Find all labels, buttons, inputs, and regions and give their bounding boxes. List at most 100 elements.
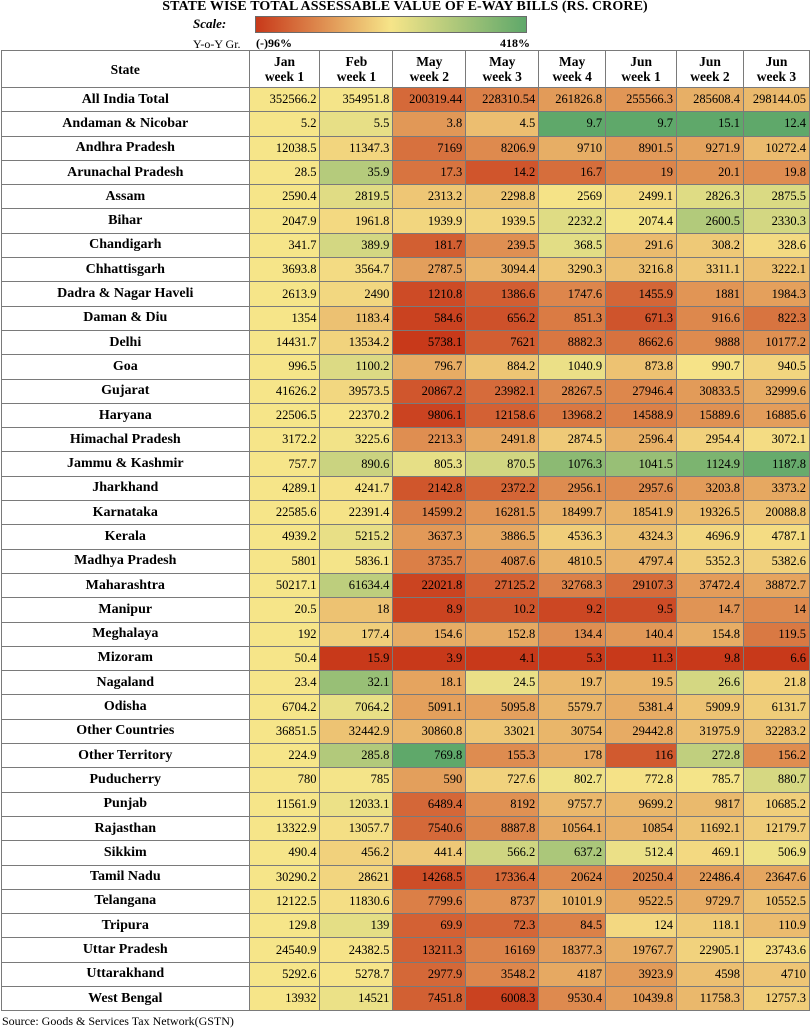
value-cell: 18499.7 xyxy=(538,500,607,526)
value-cell: 490.4 xyxy=(248,840,321,866)
table-row: Chandigarh 341.7 389.9 181.7 239.5 368.5 291.6… xyxy=(1,232,810,259)
column-header: Jun week 2 xyxy=(676,50,744,88)
value-cell: 2298.8 xyxy=(465,184,540,210)
value-cell: 4696.9 xyxy=(676,524,744,550)
table-row: Puducherry 780 785 590 727.6 802.7 772.8 785.7 8… xyxy=(1,767,810,793)
column-header-week: week 1 xyxy=(621,69,661,84)
value-cell: 2142.8 xyxy=(392,475,467,502)
value-cell: 8192 xyxy=(465,791,540,817)
value-cell: 5836.1 xyxy=(319,548,394,574)
value-cell: 3923.9 xyxy=(605,961,678,987)
value-cell: 13211.3 xyxy=(392,937,467,963)
value-cell: 13057.7 xyxy=(319,815,394,842)
value-cell: 9.5 xyxy=(605,597,678,623)
value-cell: 5292.6 xyxy=(248,961,321,987)
value-cell: 7169 xyxy=(392,135,467,161)
value-cell: 9530.4 xyxy=(538,985,607,1012)
value-cell: 19326.5 xyxy=(676,500,744,526)
value-cell: 1939.5 xyxy=(465,208,540,234)
state-name-cell: Telangana xyxy=(1,888,250,915)
state-name-cell: Tamil Nadu xyxy=(1,864,250,890)
value-cell: 1183.4 xyxy=(319,305,394,331)
value-cell: 8887.8 xyxy=(465,815,540,842)
value-cell: 2313.2 xyxy=(392,184,467,210)
value-cell: 22506.5 xyxy=(248,402,321,429)
value-cell: 996.5 xyxy=(248,354,321,380)
table-row: Manipur 20.5 18 8.9 10.2 9.2 9.5 14.7 14 xyxy=(1,597,810,623)
value-cell: 11830.6 xyxy=(319,888,394,915)
value-cell: 18377.3 xyxy=(538,937,607,963)
value-cell: 3564.7 xyxy=(319,257,394,283)
value-cell: 61634.4 xyxy=(319,572,394,599)
value-cell: 1210.8 xyxy=(392,281,467,307)
state-name-cell: Rajasthan xyxy=(1,815,250,842)
value-cell: 9271.9 xyxy=(676,135,744,161)
value-cell: 3072.1 xyxy=(742,427,810,453)
value-cell: 5381.4 xyxy=(605,694,678,720)
column-header-month: Jun xyxy=(630,54,652,69)
value-cell: 873.8 xyxy=(605,354,678,380)
value-cell: 727.6 xyxy=(465,767,540,793)
value-cell: 23647.6 xyxy=(742,864,810,890)
value-cell: 656.2 xyxy=(465,305,540,331)
table-row: Gujarat 41626.2 39573.5 20867.2 23982.1 28267… xyxy=(1,378,810,404)
value-cell: 3311.1 xyxy=(676,257,744,283)
value-cell: 1124.9 xyxy=(676,451,744,477)
value-cell: 224.9 xyxy=(248,743,321,769)
value-cell: 18 xyxy=(319,597,394,623)
value-cell: 19767.7 xyxy=(605,937,678,963)
value-cell: 14.7 xyxy=(676,597,744,623)
value-cell: 2613.9 xyxy=(248,281,321,307)
value-cell: 8882.3 xyxy=(538,329,607,356)
value-cell: 16169 xyxy=(465,937,540,963)
value-cell: 3222.1 xyxy=(742,257,810,283)
value-cell: 10685.2 xyxy=(742,791,810,817)
value-cell: 36851.5 xyxy=(248,718,321,745)
value-cell: 10177.2 xyxy=(742,329,810,356)
value-cell: 14268.5 xyxy=(392,864,467,890)
value-cell: 119.5 xyxy=(742,621,810,647)
value-cell: 2600.5 xyxy=(676,208,744,234)
value-cell: 21.8 xyxy=(742,670,810,696)
value-cell: 19 xyxy=(605,159,678,186)
value-cell: 1040.9 xyxy=(538,354,607,380)
value-cell: 10439.8 xyxy=(605,985,678,1012)
value-cell: 1455.9 xyxy=(605,281,678,307)
value-cell: 124 xyxy=(605,913,678,939)
value-cell: 155.3 xyxy=(465,743,540,769)
value-cell: 772.8 xyxy=(605,767,678,793)
table-row: Nagaland 23.4 32.1 18.1 24.5 19.7 19.5 26.6 21.8 xyxy=(1,670,810,696)
value-cell: 3225.6 xyxy=(319,427,394,453)
value-cell: 12179.7 xyxy=(742,815,810,842)
state-name-cell: Andhra Pradesh xyxy=(1,135,250,161)
value-cell: 17.3 xyxy=(392,159,467,186)
value-cell: 10272.4 xyxy=(742,135,810,161)
value-cell: 785.7 xyxy=(676,767,744,793)
value-cell: 7451.8 xyxy=(392,985,467,1012)
value-cell: 940.5 xyxy=(742,354,810,380)
value-cell: 8737 xyxy=(465,888,540,915)
value-cell: 32768.3 xyxy=(538,572,607,599)
value-cell: 7621 xyxy=(465,329,540,356)
value-cell: 4598 xyxy=(676,961,744,987)
value-cell: 2074.4 xyxy=(605,208,678,234)
state-name-cell: West Bengal xyxy=(1,985,250,1012)
value-cell: 9.7 xyxy=(538,111,607,137)
value-cell: 9757.7 xyxy=(538,791,607,817)
value-cell: 14 xyxy=(742,597,810,623)
value-cell: 140.4 xyxy=(605,621,678,647)
column-header-week: week 1 xyxy=(336,69,377,84)
value-cell: 802.7 xyxy=(538,767,607,793)
value-cell: 285.8 xyxy=(319,743,394,769)
value-cell: 9888 xyxy=(676,329,744,356)
value-cell: 72.3 xyxy=(465,913,540,939)
value-cell: 118.1 xyxy=(676,913,744,939)
table-row: Sikkim 490.4 456.2 441.4 566.2 637.2 512.4 469.… xyxy=(1,840,810,866)
value-cell: 352566.2 xyxy=(248,86,321,113)
value-cell: 4289.1 xyxy=(248,475,321,502)
state-name-cell: All India Total xyxy=(1,86,250,113)
value-cell: 22370.2 xyxy=(319,402,394,429)
value-cell: 2875.5 xyxy=(742,184,810,210)
table-row: West Bengal 13932 14521 7451.8 6008.3 9530.4 1… xyxy=(1,985,810,1012)
value-cell: 2874.5 xyxy=(538,427,607,453)
